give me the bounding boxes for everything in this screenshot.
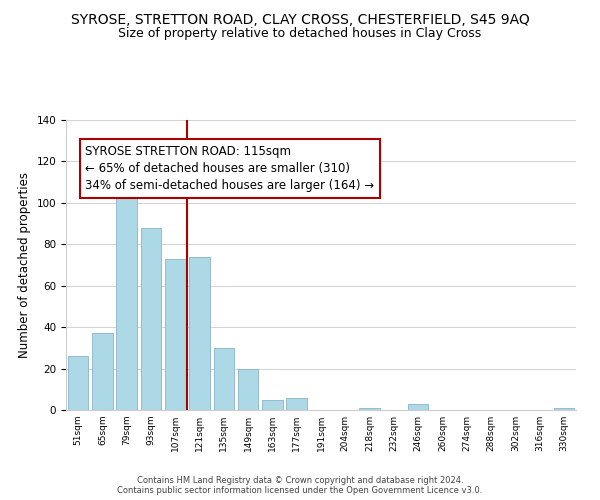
Bar xyxy=(262,400,283,410)
Bar xyxy=(286,398,307,410)
Text: Contains HM Land Registry data © Crown copyright and database right 2024.: Contains HM Land Registry data © Crown c… xyxy=(137,476,463,485)
Bar xyxy=(359,408,380,410)
Bar xyxy=(214,348,234,410)
Bar xyxy=(554,408,574,410)
Bar xyxy=(238,368,259,410)
Bar xyxy=(408,404,428,410)
Text: Size of property relative to detached houses in Clay Cross: Size of property relative to detached ho… xyxy=(118,28,482,40)
Bar xyxy=(140,228,161,410)
Bar xyxy=(189,256,210,410)
Y-axis label: Number of detached properties: Number of detached properties xyxy=(18,172,31,358)
Text: Contains public sector information licensed under the Open Government Licence v3: Contains public sector information licen… xyxy=(118,486,482,495)
Bar xyxy=(165,259,185,410)
Text: SYROSE, STRETTON ROAD, CLAY CROSS, CHESTERFIELD, S45 9AQ: SYROSE, STRETTON ROAD, CLAY CROSS, CHEST… xyxy=(71,12,529,26)
Text: SYROSE STRETTON ROAD: 115sqm
← 65% of detached houses are smaller (310)
34% of s: SYROSE STRETTON ROAD: 115sqm ← 65% of de… xyxy=(85,145,374,192)
Bar xyxy=(116,166,137,410)
Bar xyxy=(68,356,88,410)
Bar xyxy=(92,334,113,410)
